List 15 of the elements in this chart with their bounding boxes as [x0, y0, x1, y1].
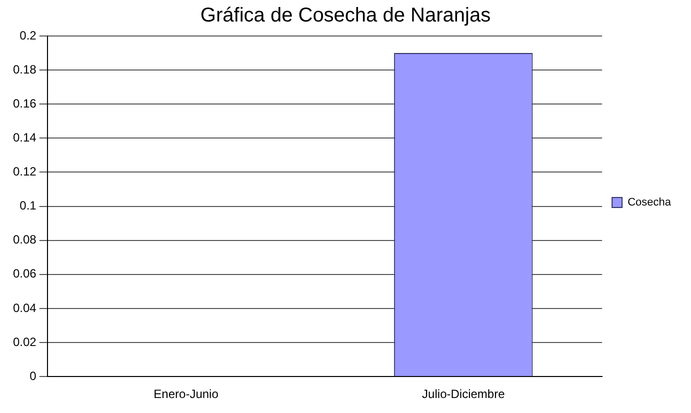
- y-tick-label: 0.02: [12, 334, 37, 349]
- legend-label: Cosecha: [628, 196, 672, 209]
- y-tick-label: 0.16: [12, 96, 37, 110]
- y-tick-label: 0: [30, 368, 37, 383]
- y-tick-label: 0.18: [12, 62, 37, 76]
- chart-title: Gráfica de Cosecha de Naranjas: [200, 4, 491, 27]
- y-tick-label: 0.08: [12, 232, 37, 247]
- y-tick-label: 0.14: [12, 130, 37, 144]
- y-tick-label: 0.04: [12, 300, 37, 315]
- y-tick-label: 0.2: [20, 28, 37, 42]
- y-tick-label: 0.12: [12, 164, 37, 179]
- x-tick-label: Enero-Junio: [154, 387, 219, 402]
- x-tick-label: Julio-Diciembre: [422, 387, 506, 402]
- y-tick-label: 0.1: [20, 198, 37, 213]
- y-tick-label: 0.06: [12, 266, 37, 281]
